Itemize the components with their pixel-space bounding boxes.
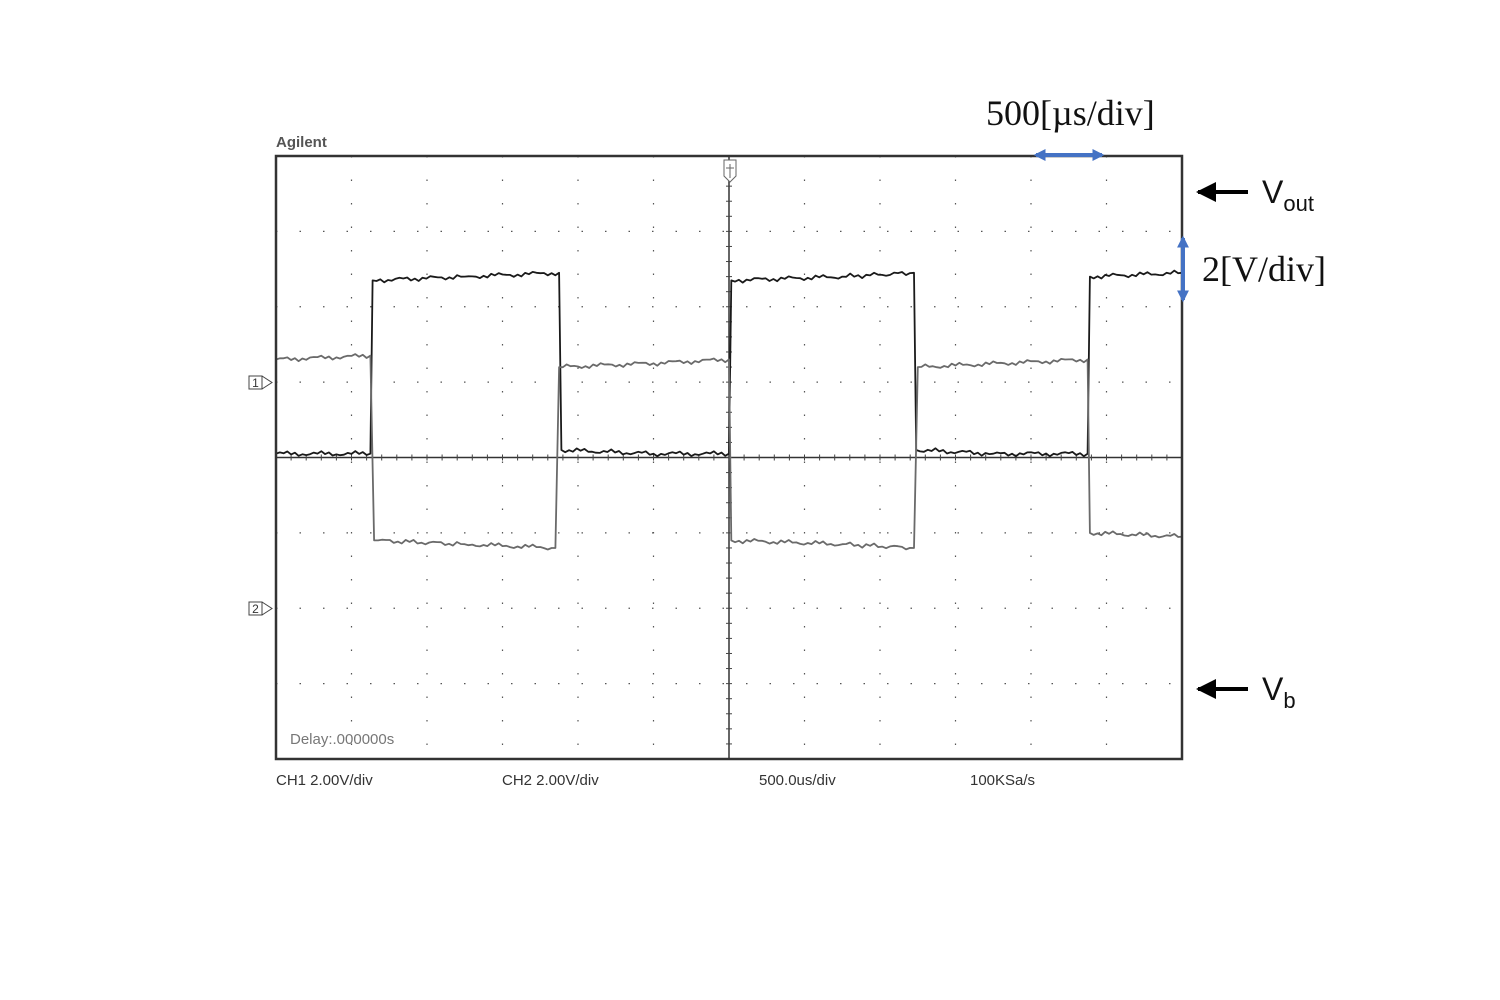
ch2-marker-label: 2 [252, 602, 259, 616]
scope-frame [274, 154, 1184, 761]
sample-rate-readout: 100KSa/s [970, 772, 1036, 789]
vout-label-sub: out [1283, 191, 1314, 216]
ch2-ground-marker: 2 [248, 601, 273, 616]
brand-label: Agilent [276, 134, 327, 151]
vout-label-main: V [1262, 174, 1284, 210]
ch1-ground-marker: 1 [248, 375, 273, 390]
scope-traces [275, 269, 1183, 551]
delay-readout: Delay:.000000s [290, 731, 395, 748]
timebase-readout: 500.0us/div [759, 772, 836, 789]
volt-scale-annotation: 2[V/div] [1202, 249, 1326, 289]
vout-label: Vout [1262, 174, 1314, 217]
vb-label-main: V [1262, 671, 1284, 707]
vb-trace [275, 353, 1183, 551]
scope-grid [275, 155, 1183, 760]
ch2-scale-readout: CH2 2.00V/div [502, 772, 599, 789]
ch1-scale-readout: CH1 2.00V/div [276, 772, 373, 789]
ch1-marker-label: 1 [252, 376, 259, 390]
vout-trace [275, 269, 1183, 458]
vb-label-sub: b [1283, 688, 1296, 713]
trigger-position-icon [723, 159, 737, 183]
time-scale-annotation: 500[µs/div] [986, 93, 1155, 133]
vb-label: Vb [1262, 671, 1296, 714]
